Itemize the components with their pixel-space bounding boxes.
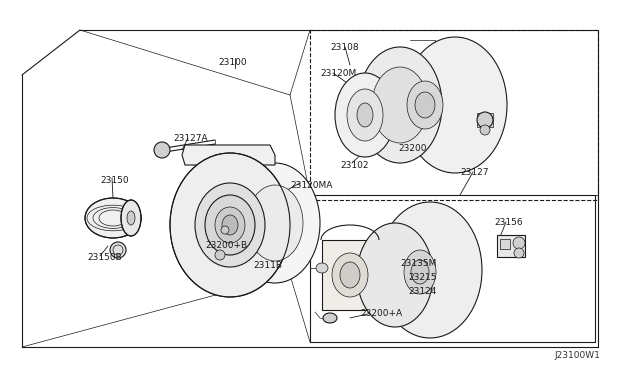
Ellipse shape [357, 223, 433, 327]
Text: 23150: 23150 [100, 176, 129, 185]
Ellipse shape [221, 226, 229, 234]
Text: 23200+A: 23200+A [360, 308, 402, 317]
Polygon shape [182, 145, 275, 165]
Ellipse shape [477, 112, 493, 128]
Ellipse shape [127, 211, 135, 225]
Ellipse shape [372, 67, 428, 143]
Ellipse shape [247, 185, 303, 261]
Ellipse shape [358, 47, 442, 163]
Ellipse shape [340, 262, 360, 288]
Ellipse shape [215, 207, 245, 243]
Text: 23124: 23124 [408, 286, 436, 295]
Ellipse shape [404, 250, 436, 294]
Ellipse shape [513, 237, 525, 249]
Polygon shape [322, 240, 380, 310]
Ellipse shape [121, 200, 141, 236]
Ellipse shape [332, 253, 368, 297]
Ellipse shape [411, 260, 429, 284]
Text: 23102: 23102 [340, 160, 369, 170]
Ellipse shape [480, 125, 490, 135]
Ellipse shape [347, 89, 383, 141]
Ellipse shape [215, 250, 225, 260]
Ellipse shape [205, 195, 255, 255]
Text: 23120MA: 23120MA [290, 180, 332, 189]
Text: 23120M: 23120M [320, 68, 356, 77]
Ellipse shape [323, 313, 337, 323]
Ellipse shape [85, 198, 141, 238]
Text: 23156: 23156 [494, 218, 523, 227]
Ellipse shape [357, 103, 373, 127]
Ellipse shape [154, 142, 170, 158]
Ellipse shape [415, 92, 435, 118]
Text: 23127: 23127 [460, 167, 488, 176]
Ellipse shape [170, 153, 290, 297]
Text: 23135M: 23135M [400, 259, 436, 267]
Ellipse shape [222, 215, 238, 235]
Text: 23100: 23100 [218, 58, 246, 67]
Ellipse shape [407, 81, 443, 129]
Text: 23127A: 23127A [173, 134, 207, 142]
Ellipse shape [335, 73, 395, 157]
Ellipse shape [316, 263, 328, 273]
Ellipse shape [514, 248, 524, 258]
Polygon shape [182, 205, 275, 225]
Bar [500, 239, 510, 249]
Bar [497, 235, 525, 257]
Text: J23100W1: J23100W1 [554, 350, 600, 359]
Ellipse shape [378, 202, 482, 338]
Ellipse shape [195, 183, 265, 267]
Text: 23200: 23200 [398, 144, 426, 153]
Text: 23215: 23215 [408, 273, 436, 282]
Text: 23200+B: 23200+B [205, 241, 247, 250]
Text: 23108: 23108 [330, 42, 358, 51]
Ellipse shape [110, 242, 126, 258]
Bar [477, 113, 493, 127]
Text: 23150B: 23150B [87, 253, 122, 263]
Text: 2311B: 2311B [253, 260, 282, 269]
Ellipse shape [403, 37, 507, 173]
Ellipse shape [230, 163, 320, 283]
